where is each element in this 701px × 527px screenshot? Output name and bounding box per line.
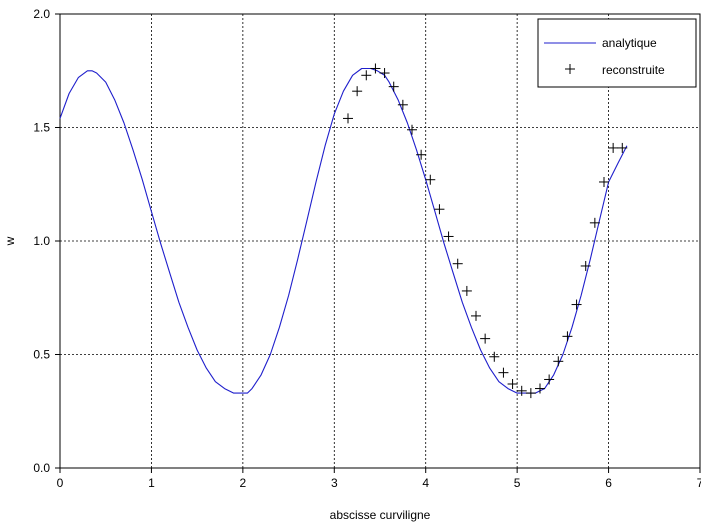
marker-reconstruite [471, 310, 481, 321]
marker-reconstruite [608, 142, 619, 153]
marker-reconstruite [507, 379, 518, 390]
x-tick-label: 0 [57, 476, 64, 490]
marker-reconstruite [525, 388, 536, 399]
legend-box [537, 18, 697, 88]
y-tick-label: 0.0 [33, 461, 50, 475]
marker-reconstruite [589, 217, 600, 228]
marker-reconstruite [553, 356, 564, 367]
y-axis-label: w [3, 236, 17, 246]
marker-reconstruite [489, 351, 500, 362]
x-tick-label: 5 [514, 476, 521, 490]
y-tick-label: 0.5 [33, 348, 50, 362]
marker-reconstruite [434, 204, 445, 215]
x-tick-label: 6 [605, 476, 612, 490]
legend: analytique reconstruite [537, 18, 697, 88]
y-tick-label: 1.0 [33, 234, 50, 248]
x-tick-label: 7 [697, 476, 701, 490]
marker-reconstruite [361, 70, 372, 81]
series-analytique [59, 67, 628, 394]
grid [60, 14, 700, 468]
marker-reconstruite [580, 260, 591, 271]
x-axis-label: abscisse curviligne [330, 508, 431, 522]
marker-reconstruite [452, 258, 463, 269]
marker-reconstruite [343, 113, 353, 124]
marker-reconstruite [498, 367, 509, 378]
x-tick-label: 4 [422, 476, 429, 490]
marker-reconstruite [352, 86, 363, 97]
marker-reconstruite [370, 63, 381, 74]
marker-reconstruite [397, 99, 408, 110]
marker-reconstruite [544, 374, 555, 385]
marker-reconstruite [599, 176, 609, 187]
marker-reconstruite [516, 385, 527, 396]
marker-reconstruite [535, 383, 545, 394]
marker-reconstruite [379, 68, 390, 79]
x-tick-label: 3 [331, 476, 338, 490]
y-tick-label: 2.0 [33, 7, 50, 21]
legend-marker-swatch [565, 64, 575, 74]
marker-reconstruite [480, 333, 491, 344]
line-analytique [59, 67, 628, 394]
legend-label-analytique: analytique [602, 36, 657, 50]
marker-reconstruite [571, 299, 582, 310]
marker-reconstruite [416, 149, 427, 160]
ticks [55, 13, 701, 473]
marker-reconstruite [443, 231, 454, 242]
marker-reconstruite [425, 174, 436, 185]
x-tick-label: 2 [240, 476, 247, 490]
marker-reconstruite [562, 331, 573, 342]
marker-reconstruite [461, 285, 472, 296]
legend-label-reconstruite: reconstruite [602, 63, 665, 77]
x-tick-labels: 0 1 2 3 4 5 6 7 [57, 476, 701, 490]
x-tick-label: 1 [148, 476, 155, 490]
y-tick-label: 1.5 [33, 121, 50, 135]
marker-reconstruite [617, 142, 628, 153]
y-tick-labels: 0.0 0.5 1.0 1.5 2.0 [33, 7, 50, 475]
series-reconstruite [343, 63, 628, 399]
marker-reconstruite [407, 124, 417, 135]
marker-reconstruite [388, 81, 399, 92]
